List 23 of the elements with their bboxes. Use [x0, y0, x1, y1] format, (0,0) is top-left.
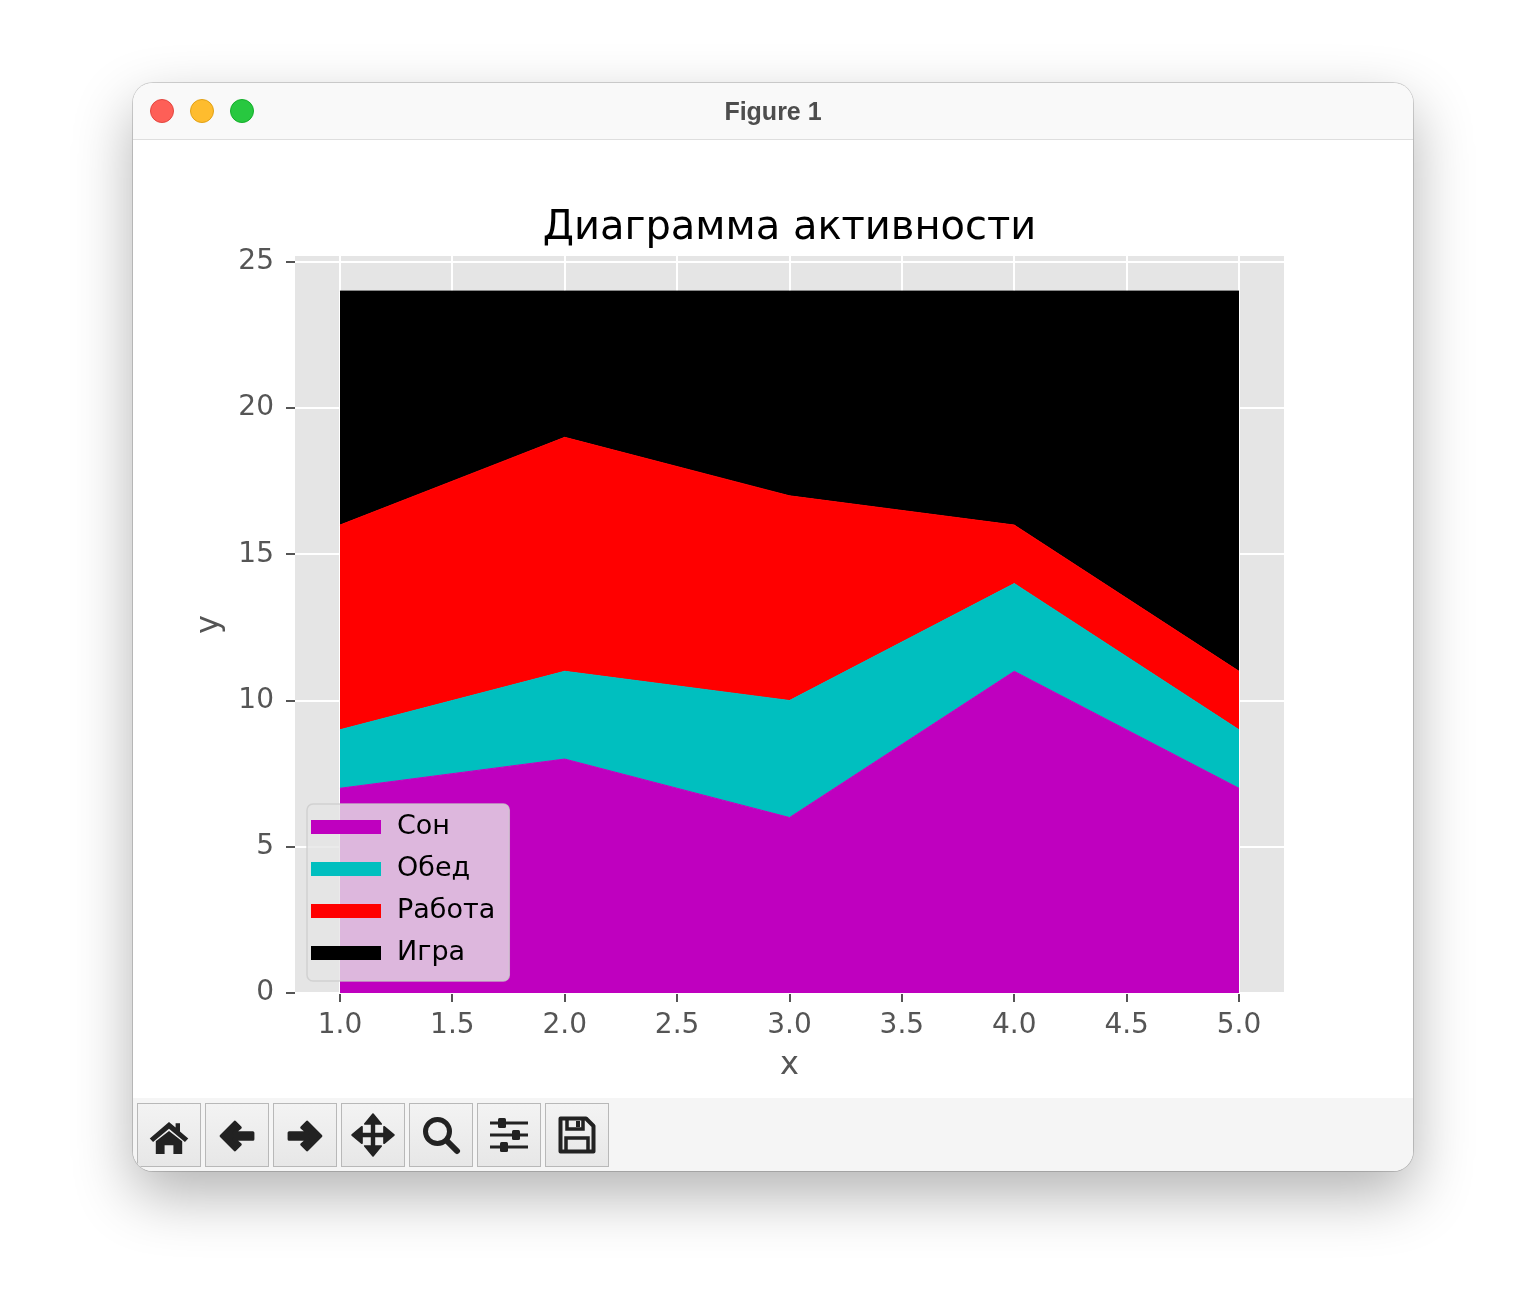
y-tick-label: 20: [238, 389, 274, 423]
x-tick-label: 1.0: [317, 1007, 363, 1041]
x-tick-label: 4.0: [992, 1007, 1037, 1041]
y-axis-title: y: [188, 615, 227, 634]
x-tick-label: 3.5: [879, 1007, 925, 1041]
legend-label: Игра: [397, 935, 466, 967]
x-tick-label: 4.5: [1104, 1007, 1149, 1041]
y-tick-label: 15: [238, 535, 274, 569]
x-tick-label: 2.5: [654, 1007, 700, 1041]
legend-label: Обед: [397, 851, 471, 883]
y-tick-label: 25: [238, 243, 274, 277]
y-tick-label: 0: [256, 974, 274, 1008]
x-tick-label: 1.5: [430, 1007, 475, 1041]
legend-label: Работа: [397, 893, 496, 925]
y-tick-label: 5: [256, 828, 274, 862]
x-axis-title: x: [780, 1044, 799, 1083]
legend-label: Сон: [397, 809, 451, 841]
y-tick-label: 10: [238, 681, 274, 715]
x-tick-label: 5.0: [1216, 1007, 1262, 1041]
x-tick-label: 3.0: [767, 1007, 812, 1041]
chart-title: Диаграмма активности: [542, 202, 1037, 248]
caption: Figure 1: [724, 97, 822, 125]
x-tick-label: 2.0: [542, 1007, 587, 1041]
